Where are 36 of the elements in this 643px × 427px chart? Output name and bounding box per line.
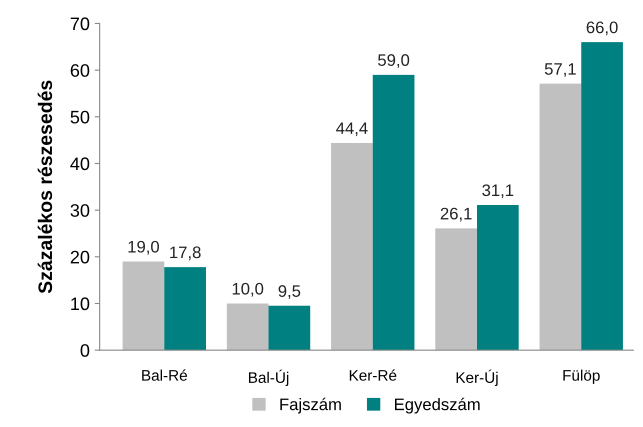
y-tick-label: 50 — [70, 110, 90, 124]
y-axis-title: Százalékos részesedés — [38, 80, 52, 294]
y-tick-label: 40 — [70, 157, 90, 170]
legend-label: Egyedszám — [394, 398, 480, 414]
y-tick-label: 10 — [71, 297, 90, 310]
bar — [581, 42, 623, 350]
bar — [122, 261, 164, 350]
x-tick-label: Bal-Ré — [142, 369, 187, 381]
data-label: 57,1 — [544, 63, 576, 77]
data-label: 26,1 — [440, 208, 472, 222]
bar — [268, 306, 310, 350]
x-tick-label: Bal-Új — [248, 370, 288, 386]
x-tick-label: Ker-Új — [456, 370, 498, 386]
bar — [372, 74, 414, 350]
data-label: 17,8 — [170, 246, 201, 260]
bar — [540, 84, 582, 350]
y-tick-label: 20 — [70, 250, 90, 264]
data-label: 44,4 — [336, 122, 368, 136]
data-label: 19,0 — [128, 240, 160, 255]
bar — [164, 267, 206, 350]
y-tick-label: 70 — [70, 17, 90, 30]
bar — [477, 205, 519, 350]
legend-label: Fajszám — [280, 398, 341, 414]
y-tick-label: 60 — [70, 64, 90, 77]
y-tick-label: 30 — [70, 204, 90, 217]
x-tick-label: Ker-Ré — [350, 369, 396, 381]
data-label: 10,0 — [232, 282, 264, 297]
data-label: 59,0 — [378, 54, 410, 68]
bar — [435, 228, 477, 350]
bar — [226, 303, 269, 350]
data-label: 31,1 — [482, 184, 514, 198]
bar — [331, 142, 373, 350]
y-tick-label: 0 — [80, 344, 90, 357]
data-label: 9,5 — [278, 285, 300, 299]
data-label: 66,0 — [586, 22, 618, 36]
x-tick-label: Fülöp — [563, 370, 600, 384]
